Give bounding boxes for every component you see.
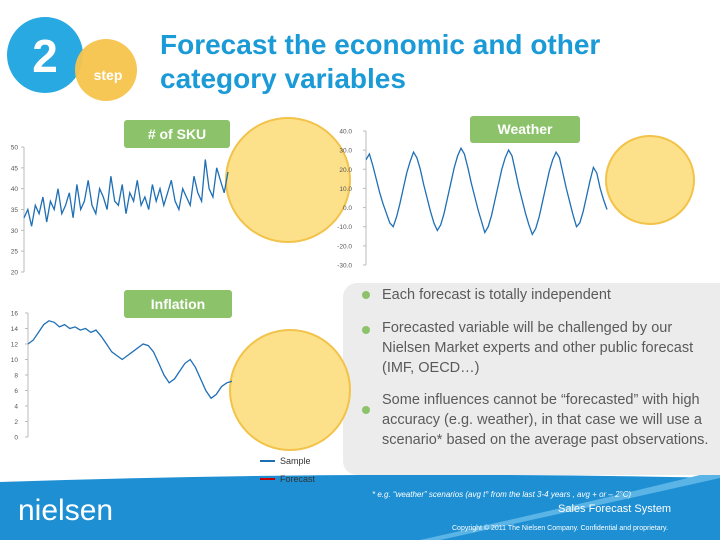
y-tick-label: 30.0 [339,148,352,155]
charts: 20253035404550-30.0-20.0-10.00.010.020.0… [11,129,608,442]
legend: Sample Forecast [260,456,316,484]
y-tick-label: 40.0 [339,129,352,136]
bullet: Some influences cannot be “forecasted” w… [382,392,709,448]
bullet: Each forecast is totally independent [382,287,611,303]
system-name: Sales Forecast System [558,503,671,515]
y-tick-label: 14 [11,326,19,333]
y-tick-label: 20 [11,270,19,277]
y-tick-label: 25 [11,249,19,256]
bullet-dot [362,406,370,414]
step-label: step [94,67,123,83]
step-number: 2 [32,30,58,82]
logo: nielsen [18,494,113,527]
y-tick-label: 4 [14,404,18,411]
chart-tag: # of SKU [124,120,230,148]
forecast-placeholder [229,329,351,451]
y-tick-label: 50 [11,145,19,152]
y-tick-label: 35 [11,207,19,214]
series-line [365,146,608,236]
bullet-dots [362,291,370,414]
footer-band [0,474,720,540]
title-line: Forecast the economic and other [160,29,601,60]
y-tick-label: 6 [14,388,18,395]
step-badge [75,39,137,101]
legend-label: Forecast [280,474,316,484]
forecast-placeholder [605,135,695,225]
footnote: * e.g. “weather” scenarios (avg t° from … [372,490,632,499]
y-tick-label: 10 [11,357,19,364]
y-tick-label: 10.0 [339,186,352,193]
y-tick-label: 0 [14,435,18,442]
bullet-panel [343,283,720,475]
title: Forecast the economic and other category … [160,28,600,96]
forecast-placeholder [225,117,351,243]
y-tick-label: 0.0 [343,205,352,212]
y-tick-label: 20.0 [339,167,352,174]
legend-label: Sample [280,456,311,466]
y-tick-label: 2 [14,419,18,426]
series-line [23,159,229,227]
y-tick-label: 12 [11,342,19,349]
y-tick-label: -10.0 [337,224,352,231]
copyright: Copyright © 2011 The Nielsen Company. Co… [452,524,668,532]
y-tick-label: 8 [14,373,18,380]
bullet-dot [362,291,370,299]
chart-tag: Weather [470,116,580,143]
step-circle [7,17,83,93]
y-tick-label: -20.0 [337,243,352,250]
y-tick-label: 30 [11,228,19,235]
y-tick-label: -30.0 [337,263,352,270]
chart-tag: Inflation [124,290,232,318]
title-line: category variables [160,63,406,94]
bullet-dot [362,326,370,334]
series-line [27,320,233,400]
bullet: Forecasted variable will be challenged b… [382,320,694,376]
y-tick-label: 40 [11,186,19,193]
y-tick-label: 16 [11,311,19,318]
y-tick-label: 45 [11,165,19,172]
